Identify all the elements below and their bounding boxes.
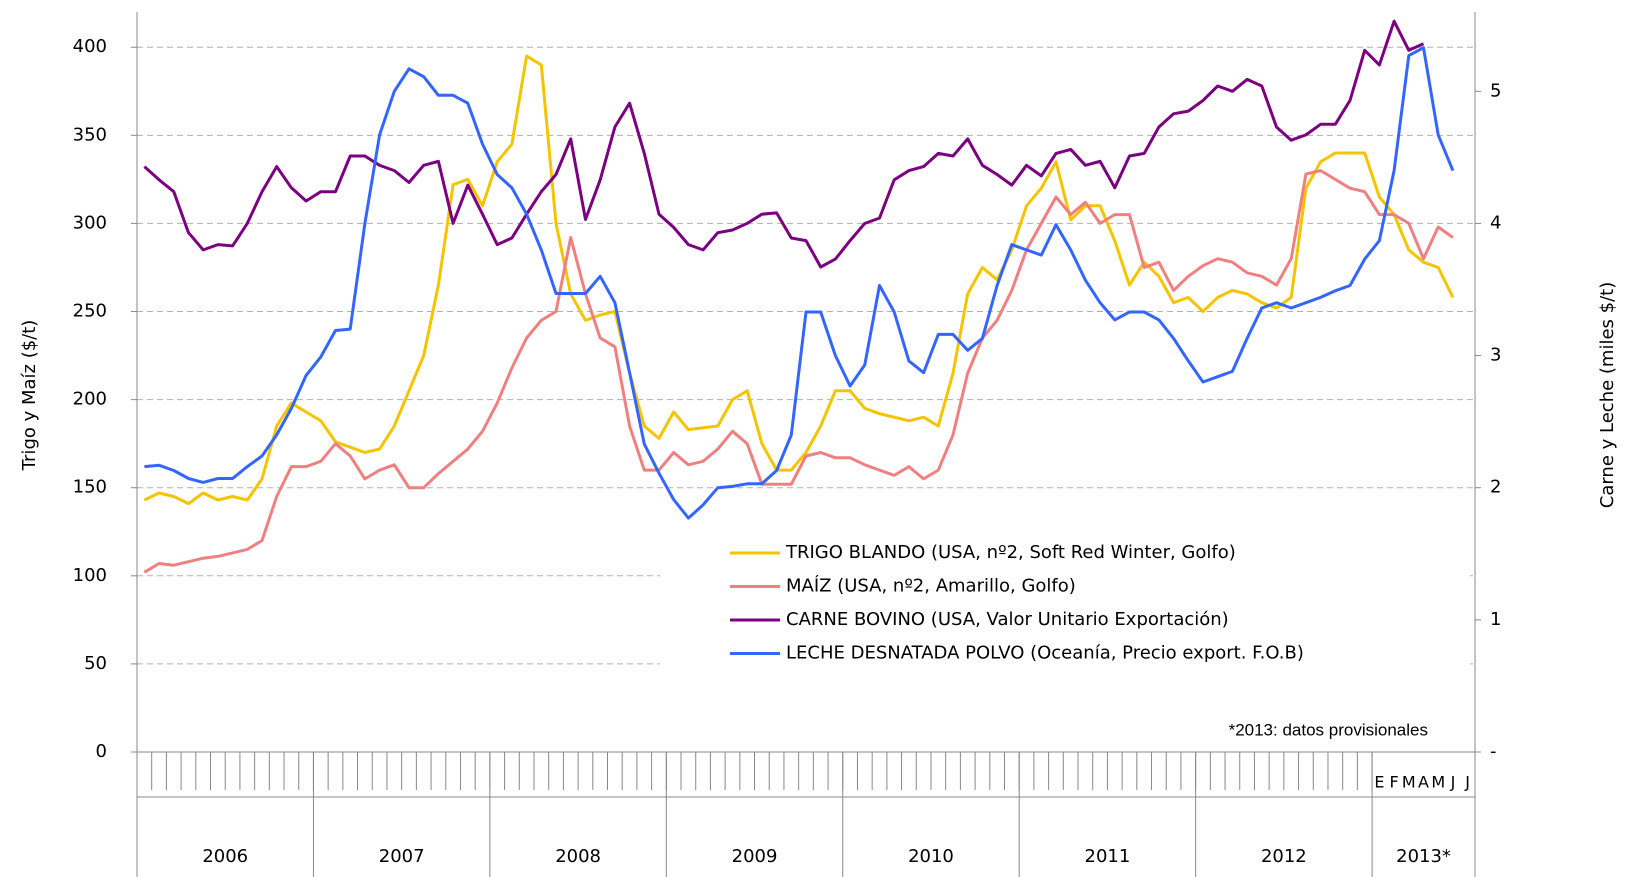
y-tick-label: 300 [73, 212, 107, 233]
series-line [143, 19, 1425, 269]
legend-label: LECHE DESNATADA POLVO (Oceanía, Precio e… [786, 643, 1304, 664]
year-label: 2012 [1261, 846, 1307, 867]
annotation: *2013: datos provisionales [1229, 720, 1428, 739]
y-tick-label: 0 [96, 741, 107, 762]
series-line [143, 54, 1455, 506]
x-tick-label: J [1464, 773, 1470, 792]
y-tick-label: 250 [73, 301, 107, 322]
y-tick-label: 350 [73, 124, 107, 145]
year-label: 2013* [1396, 846, 1451, 867]
year-label: 2009 [732, 846, 778, 867]
y2-tick-label: - [1490, 741, 1497, 762]
x-tick-label: A [1418, 773, 1429, 792]
y-tick-label: 150 [73, 477, 107, 498]
y2-tick-label: 3 [1490, 345, 1501, 366]
year-label: 2007 [379, 846, 425, 867]
year-label: 2010 [908, 846, 954, 867]
y-tick-label: 200 [73, 389, 107, 410]
series-line [144, 46, 1455, 520]
y2-tick-label: 2 [1490, 477, 1501, 498]
year-label: 2008 [555, 846, 601, 867]
legend-label: MAÍZ (USA, nº2, Amarillo, Golfo) [786, 575, 1076, 597]
year-label: 2006 [202, 846, 248, 867]
y-tick-label: 100 [73, 565, 107, 586]
y-tick-label: 50 [84, 653, 107, 674]
x-tick-label: J [1450, 773, 1456, 792]
x-tick-label: M [1431, 773, 1445, 792]
y2-axis-label: Carne y Leche (miles $/t) [1597, 282, 1618, 508]
series-line [143, 169, 1454, 574]
legend-label: TRIGO BLANDO (USA, nº2, Soft Red Winter,… [785, 542, 1236, 563]
y-axis-label: Trigo y Maíz ($/t) [19, 320, 40, 472]
y2-tick-label: 4 [1490, 212, 1501, 233]
x-tick-label: M [1402, 773, 1416, 792]
legend-box [660, 530, 1470, 670]
y2-tick-label: 1 [1490, 609, 1501, 630]
year-label: 2011 [1085, 846, 1131, 867]
y-tick-label: 400 [73, 36, 107, 57]
x-tick-label: E [1374, 773, 1384, 792]
legend-label: CARNE BOVINO (USA, Valor Unitario Export… [786, 609, 1229, 630]
y2-tick-label: 5 [1490, 80, 1501, 101]
x-tick-label: F [1390, 773, 1399, 792]
